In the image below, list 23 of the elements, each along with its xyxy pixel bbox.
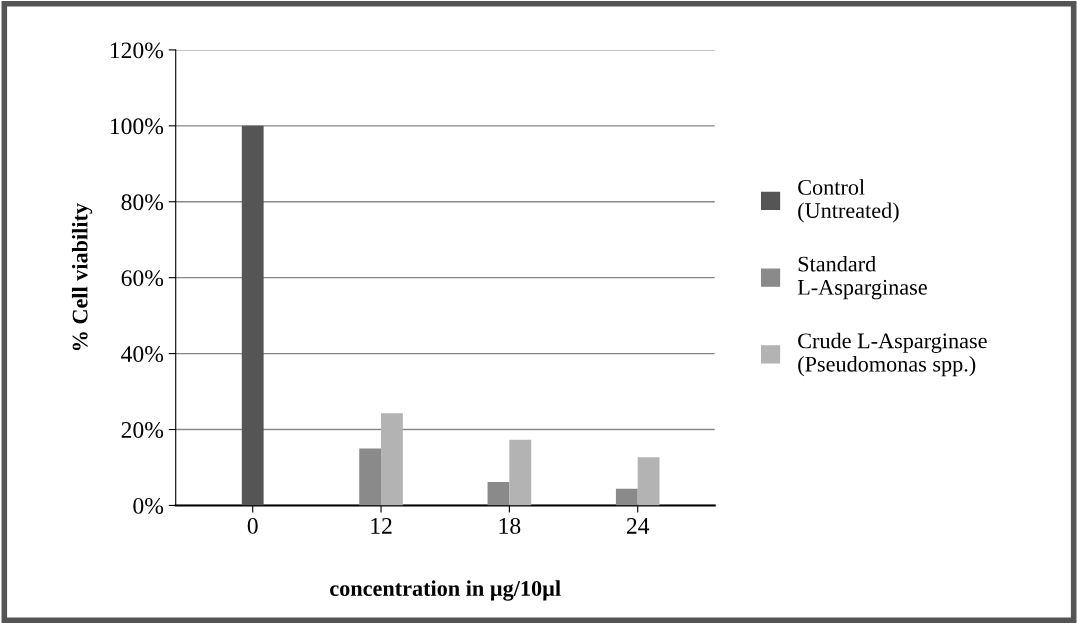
y-tick-label: 120% — [110, 42, 164, 59]
bar — [241, 125, 264, 506]
bar — [487, 481, 510, 506]
x-tick-label: 24 — [626, 517, 650, 534]
y-tick-label: 60% — [121, 270, 164, 287]
x-tick-label: 12 — [371, 517, 392, 534]
x-axis-title: concentration in µg/10µl — [330, 580, 561, 601]
y-tick-label: 80% — [121, 194, 164, 211]
y-tick-label: 100% — [110, 118, 164, 135]
x-tick-label: 0 — [247, 517, 258, 534]
y-axis-title: % Cell viability — [71, 203, 93, 351]
y-tick-label: 40% — [121, 346, 164, 363]
bar — [615, 488, 638, 506]
bar — [381, 413, 403, 506]
bar — [637, 457, 660, 506]
bar — [359, 448, 382, 506]
legend-label: Control (Untreated) — [798, 179, 899, 223]
y-tick-label: 20% — [121, 422, 164, 439]
x-tick-label: 18 — [499, 517, 521, 534]
y-tick-label: 0% — [133, 497, 164, 514]
legend-label: Crude L-Asparginase (Pseudomonas spp.) — [798, 332, 987, 377]
bar — [509, 439, 532, 506]
legend-label: Standard L-Asparginase — [797, 255, 927, 300]
